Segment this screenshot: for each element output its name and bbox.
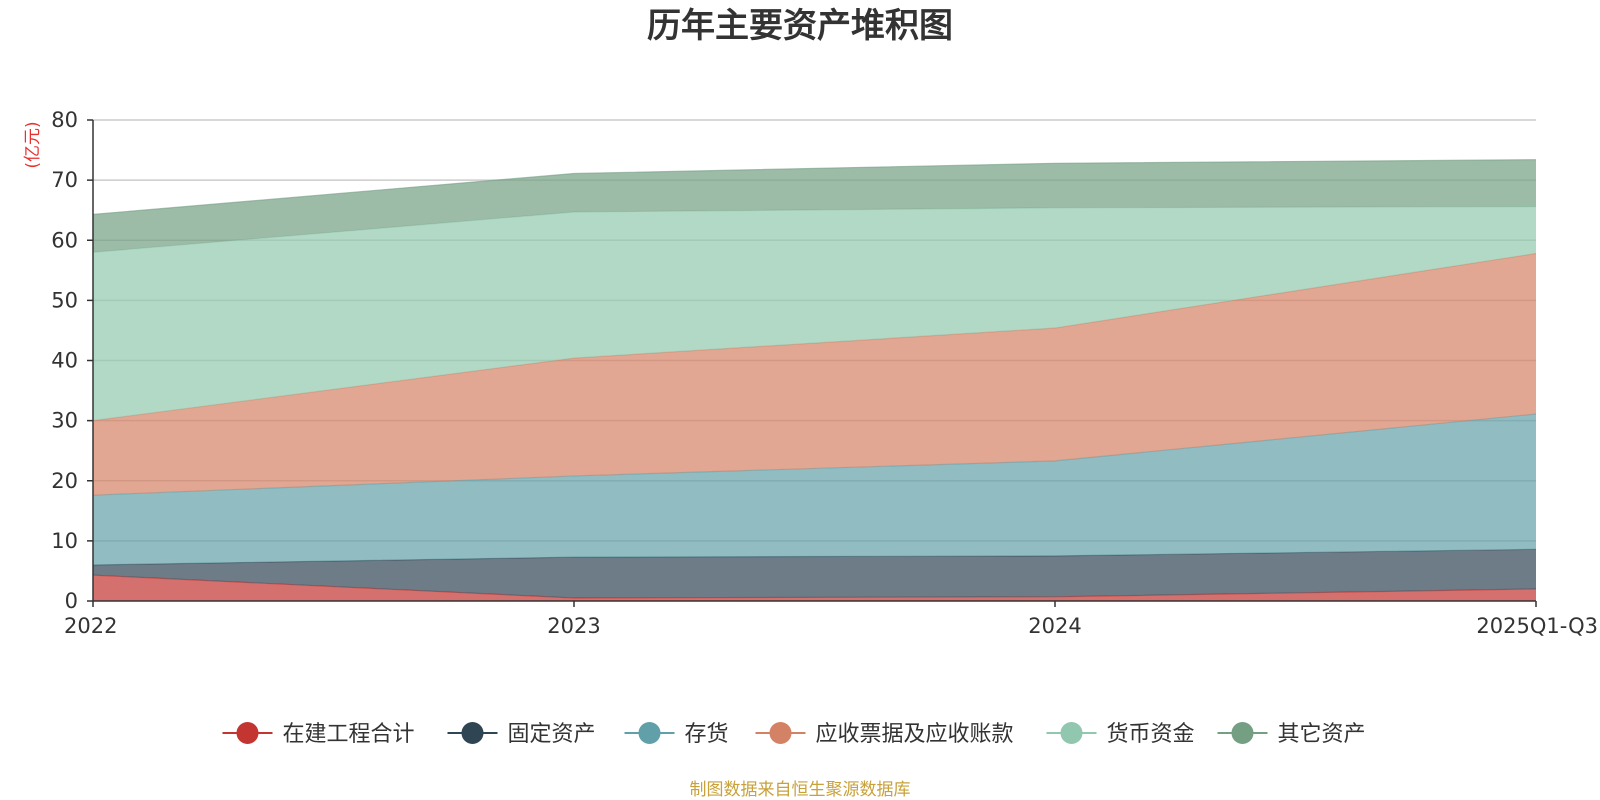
- y-tick-label: 60: [51, 228, 78, 252]
- y-tick-label: 50: [51, 288, 78, 312]
- y-axis-unit: (亿元): [23, 121, 43, 168]
- area-edge-其它资产: [92, 159, 1537, 215]
- y-tick-label: 20: [51, 469, 78, 493]
- legend-marker-icon: [1060, 722, 1083, 744]
- area-在建工程合计: [93, 575, 1536, 601]
- area-应收票据及应收账款: [93, 253, 1536, 496]
- data-source-note: 制图数据来自恒生聚源数据库: [690, 780, 911, 800]
- x-tick-label: 2022: [64, 614, 117, 638]
- legend-item-其它资产[interactable]: 其它资产: [1217, 722, 1366, 747]
- y-tick-label: 70: [51, 168, 78, 192]
- legend-label: 在建工程合计: [283, 722, 415, 747]
- legend-marker-icon: [769, 722, 792, 744]
- legend-marker-icon: [461, 722, 484, 744]
- y-tick-label: 10: [51, 529, 78, 553]
- area-其它资产: [93, 159, 1536, 253]
- legend-label: 应收票据及应收账款: [816, 722, 1014, 747]
- legend-marker-icon: [236, 722, 259, 744]
- legend-marker-icon: [638, 722, 661, 744]
- chart-title: 历年主要资产堆积图: [647, 6, 953, 46]
- y-tick-label: 80: [51, 108, 78, 132]
- x-tick-label: 2024: [1028, 614, 1081, 638]
- x-tick-label: 2023: [547, 614, 600, 638]
- legend-item-货币资金[interactable]: 货币资金: [1046, 722, 1195, 747]
- area-series: [92, 159, 1537, 601]
- legend-item-应收票据及应收账款[interactable]: 应收票据及应收账款: [755, 722, 1014, 747]
- area-固定资产: [93, 549, 1536, 598]
- y-tick-label: 30: [51, 409, 78, 433]
- legend-item-在建工程合计[interactable]: 在建工程合计: [222, 722, 415, 747]
- legend-label: 其它资产: [1278, 722, 1366, 747]
- area-货币资金: [93, 206, 1536, 421]
- legend: 在建工程合计 固定资产 存货 应收票据及应收账款 货币资金 其它资产: [222, 722, 1366, 747]
- legend-label: 货币资金: [1107, 722, 1195, 747]
- area-存货: [93, 414, 1536, 565]
- y-tick-label: 40: [51, 349, 78, 373]
- legend-label: 存货: [685, 722, 729, 747]
- axes: 0 10 20 30 40 50 60 70 80 2022 2023 2024 2025Q1-Q3: [51, 108, 1598, 638]
- legend-marker-icon: [1231, 722, 1254, 744]
- x-tick-label: 2025Q1-Q3: [1476, 614, 1598, 638]
- legend-item-存货[interactable]: 存货: [624, 722, 729, 747]
- legend-item-固定资产[interactable]: 固定资产: [447, 722, 596, 747]
- legend-label: 固定资产: [508, 722, 596, 747]
- y-tick-label: 0: [65, 589, 78, 613]
